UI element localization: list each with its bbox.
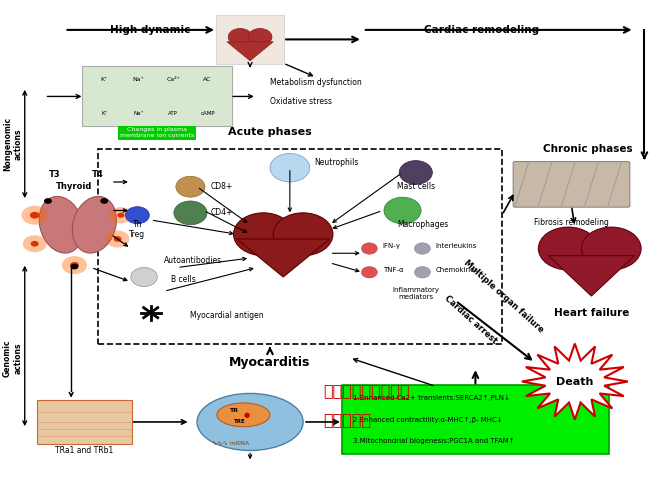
Text: CD4+: CD4+ <box>210 208 233 217</box>
Circle shape <box>414 243 430 254</box>
FancyBboxPatch shape <box>82 66 232 126</box>
Circle shape <box>114 236 122 242</box>
Text: Na⁺: Na⁺ <box>134 110 144 116</box>
Text: TNF-α: TNF-α <box>383 267 403 273</box>
Text: TR: TR <box>229 408 238 413</box>
Circle shape <box>273 213 333 256</box>
FancyBboxPatch shape <box>37 400 132 444</box>
Text: Mast cells: Mast cells <box>397 182 435 191</box>
Text: IFN-γ: IFN-γ <box>383 243 401 249</box>
Circle shape <box>176 176 205 197</box>
Text: Cardiac remodeling: Cardiac remodeling <box>424 25 540 35</box>
Text: Macrophages: Macrophages <box>397 220 448 229</box>
Polygon shape <box>549 256 634 296</box>
Text: TRa1 and TRb1: TRa1 and TRb1 <box>56 446 114 455</box>
Text: ∿∿∿ mRNA: ∿∿∿ mRNA <box>211 441 249 446</box>
Text: Interleukins: Interleukins <box>436 243 477 249</box>
Text: Acute phases: Acute phases <box>228 127 312 137</box>
Text: K⁺: K⁺ <box>100 77 108 82</box>
Text: Genomic
actions: Genomic actions <box>3 339 23 377</box>
Circle shape <box>70 262 79 268</box>
Circle shape <box>21 206 48 225</box>
Circle shape <box>31 241 39 247</box>
Circle shape <box>248 29 272 45</box>
Text: ●: ● <box>244 412 250 418</box>
Circle shape <box>581 227 641 270</box>
Text: Autoantibodies: Autoantibodies <box>164 256 222 265</box>
Text: T4: T4 <box>92 170 104 179</box>
Text: K⁺: K⁺ <box>101 110 108 116</box>
Text: ⚡: ⚡ <box>246 410 254 420</box>
Circle shape <box>414 267 430 278</box>
FancyBboxPatch shape <box>216 15 284 64</box>
Circle shape <box>361 243 377 254</box>
FancyBboxPatch shape <box>342 385 609 454</box>
Text: Thyroid: Thyroid <box>56 182 92 191</box>
Circle shape <box>361 267 377 278</box>
Circle shape <box>233 213 293 256</box>
Text: 急性心筋炎: 急性心筋炎 <box>323 412 371 427</box>
Ellipse shape <box>72 196 116 253</box>
Ellipse shape <box>217 403 270 427</box>
Text: 1.Enhanced Ca2+ transients:SERCA2↑,PLN↓: 1.Enhanced Ca2+ transients:SERCA2↑,PLN↓ <box>353 395 510 401</box>
Circle shape <box>30 212 39 218</box>
Text: Metabolism dysfunction: Metabolism dysfunction <box>270 78 362 87</box>
Text: Chronic phases: Chronic phases <box>543 144 633 154</box>
Text: 2.Enhanced contractility:α-MHC↑,β- MHC↓: 2.Enhanced contractility:α-MHC↑,β- MHC↓ <box>353 416 502 423</box>
Circle shape <box>117 213 124 218</box>
Circle shape <box>539 227 598 270</box>
Text: 3.Mitochondrial biogenesis:PGC1A and TFAM↑: 3.Mitochondrial biogenesis:PGC1A and TFA… <box>353 438 514 444</box>
Text: Th: Th <box>132 220 142 229</box>
Text: Death: Death <box>556 377 593 387</box>
Text: Na⁺: Na⁺ <box>133 77 145 82</box>
Polygon shape <box>227 42 273 61</box>
Text: B cells: B cells <box>171 275 195 284</box>
Ellipse shape <box>197 393 303 450</box>
Polygon shape <box>237 239 330 277</box>
Text: Inflammatory
mediators: Inflammatory mediators <box>392 287 440 300</box>
Circle shape <box>270 153 310 182</box>
Text: Heart failure: Heart failure <box>554 308 629 318</box>
Text: Fibrosis remodeling: Fibrosis remodeling <box>534 217 609 227</box>
Circle shape <box>44 198 52 204</box>
Text: ATP: ATP <box>169 110 178 116</box>
Circle shape <box>70 264 78 270</box>
Text: Ca²⁺: Ca²⁺ <box>166 77 180 82</box>
Text: Chemokines: Chemokines <box>436 267 478 273</box>
Ellipse shape <box>39 196 83 253</box>
Text: Neutrophils: Neutrophils <box>314 159 359 167</box>
Circle shape <box>106 230 130 248</box>
FancyBboxPatch shape <box>513 162 630 207</box>
Text: CD8+: CD8+ <box>210 182 233 191</box>
Polygon shape <box>522 344 628 420</box>
Text: High dynamic: High dynamic <box>110 25 191 35</box>
Circle shape <box>23 235 47 252</box>
Text: TRE: TRE <box>234 420 246 424</box>
Text: Treg: Treg <box>129 229 145 239</box>
Text: Myocardial antigen: Myocardial antigen <box>191 311 264 319</box>
Text: T3: T3 <box>49 170 60 179</box>
Circle shape <box>399 161 432 185</box>
Circle shape <box>384 197 421 224</box>
Circle shape <box>62 256 87 274</box>
Circle shape <box>100 198 108 204</box>
Circle shape <box>130 268 157 286</box>
Text: Oxidative stress: Oxidative stress <box>270 97 332 106</box>
Circle shape <box>228 29 252 45</box>
Text: Changes in plasma
membrane ion currents: Changes in plasma membrane ion currents <box>120 127 195 138</box>
Text: 甲状腺中毒症誘発性: 甲状腺中毒症誘発性 <box>323 383 409 399</box>
Text: Multiple organ failure: Multiple organ failure <box>462 258 545 334</box>
Circle shape <box>126 206 149 224</box>
Text: Nongenomic
actions: Nongenomic actions <box>3 117 23 171</box>
Text: Cardiac arrest: Cardiac arrest <box>442 294 498 346</box>
Text: Myocarditis: Myocarditis <box>229 356 310 369</box>
Circle shape <box>110 207 132 223</box>
Text: AC: AC <box>203 77 212 82</box>
Text: cAMP: cAMP <box>200 110 215 116</box>
Circle shape <box>174 201 207 225</box>
